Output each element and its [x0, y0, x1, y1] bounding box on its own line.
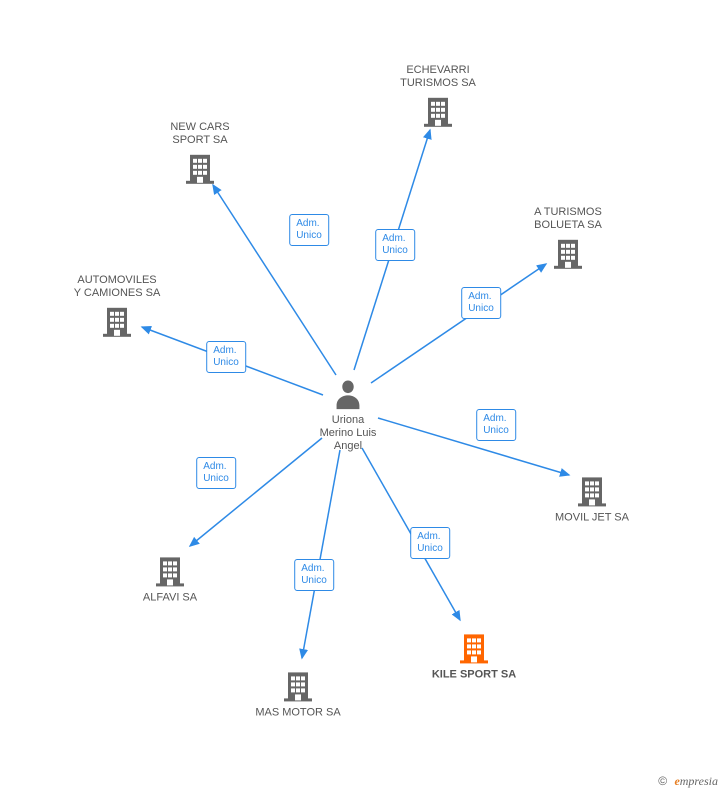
company-label: MOVIL JET SA	[532, 511, 652, 524]
company-node-aturismos: A TURISMOSBOLUETA SA	[508, 206, 628, 270]
company-node-kilesport: KILE SPORT SA	[414, 628, 534, 683]
company-label: ALFAVI SA	[110, 591, 230, 604]
edge-label: Adm.Unico	[476, 409, 516, 441]
building-icon	[57, 302, 177, 338]
edge-line	[302, 450, 340, 658]
edge-label: Adm.Unico	[206, 341, 246, 373]
brand-name: empresia	[674, 774, 718, 788]
company-label: A TURISMOSBOLUETA SA	[508, 206, 628, 232]
company-node-alfavi: ALFAVI SA	[110, 551, 230, 606]
edge-line	[371, 264, 546, 383]
company-node-moviljet: MOVIL JET SA	[532, 471, 652, 526]
building-icon	[140, 149, 260, 185]
company-label: MAS MOTOR SA	[238, 706, 358, 719]
building-icon	[414, 628, 534, 664]
person-icon	[288, 378, 408, 410]
building-icon	[110, 551, 230, 587]
edge-label: Adm.Unico	[294, 559, 334, 591]
copyright-symbol: ©	[658, 774, 667, 788]
company-node-echevarri: ECHEVARRITURISMOS SA	[378, 64, 498, 128]
building-icon	[238, 666, 358, 702]
building-icon	[508, 234, 628, 270]
company-node-automoviles: AUTOMOVILESY CAMIONES SA	[57, 274, 177, 338]
person-label: UrionaMerino LuisAngel	[288, 414, 408, 454]
company-label: NEW CARSSPORT SA	[140, 121, 260, 147]
company-node-masmotor: MAS MOTOR SA	[238, 666, 358, 721]
company-node-newcars: NEW CARSSPORT SA	[140, 121, 260, 185]
building-icon	[378, 92, 498, 128]
company-label: AUTOMOVILESY CAMIONES SA	[57, 274, 177, 300]
footer-attribution: © empresia	[658, 774, 718, 789]
edge-label: Adm.Unico	[289, 214, 329, 246]
edge-label: Adm.Unico	[410, 527, 450, 559]
edge-label: Adm.Unico	[196, 457, 236, 489]
company-label: KILE SPORT SA	[414, 668, 534, 681]
edge-label: Adm.Unico	[461, 287, 501, 319]
building-icon	[532, 471, 652, 507]
company-label: ECHEVARRITURISMOS SA	[378, 64, 498, 90]
person-node: UrionaMerino LuisAngel	[288, 378, 408, 456]
diagram-container: Adm.Unico Adm.Unico Adm.Unico Adm.Unico Adm.…	[0, 0, 728, 795]
edge-label: Adm.Unico	[375, 229, 415, 261]
